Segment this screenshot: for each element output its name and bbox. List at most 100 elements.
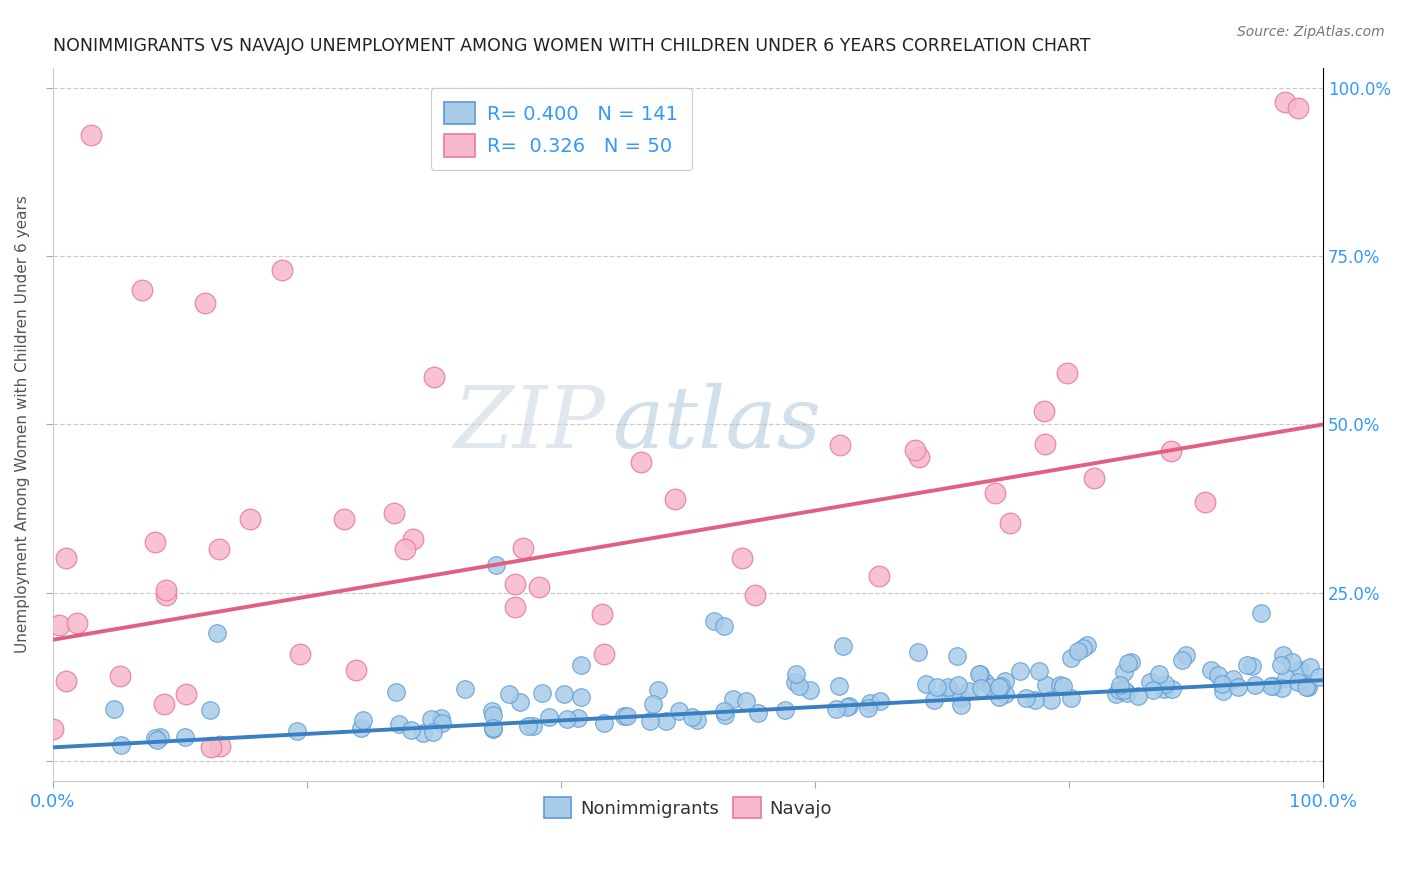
Point [384,685,406,699]
Point [1067,643,1090,657]
Point [399,723,422,738]
Point [730,551,752,566]
Point [1008,664,1031,678]
Point [1240,659,1263,673]
Point [1160,444,1182,458]
Point [993,673,1015,688]
Point [735,694,758,708]
Point [412,726,434,740]
Point [828,679,851,693]
Point [146,733,169,747]
Point [155,588,177,602]
Point [592,716,614,731]
Point [838,698,860,713]
Point [832,640,855,654]
Point [1035,678,1057,692]
Point [744,588,766,602]
Point [1263,679,1285,693]
Point [1298,660,1320,674]
Point [482,721,505,735]
Point [200,740,222,755]
Point [868,568,890,582]
Point [1116,686,1139,700]
Point [922,693,945,707]
Point [1128,689,1150,703]
Point [145,535,167,549]
Point [503,600,526,615]
Point [799,682,821,697]
Point [1060,690,1083,705]
Point [1199,664,1222,678]
Point [713,619,735,633]
Point [1271,681,1294,695]
Point [1153,682,1175,697]
Point [288,647,311,661]
Point [655,714,678,728]
Text: NONIMMIGRANTS VS NAVAJO UNEMPLOYMENT AMONG WOMEN WITH CHILDREN UNDER 6 YEARS COR: NONIMMIGRANTS VS NAVAJO UNEMPLOYMENT AMO… [53,37,1091,55]
Point [987,680,1010,694]
Point [1274,95,1296,109]
Point [205,626,228,640]
Point [1281,655,1303,669]
Point [1153,677,1175,691]
Point [555,712,578,726]
Point [1296,679,1319,693]
Point [553,687,575,701]
Point [858,700,880,714]
Point [998,516,1021,530]
Point [1139,674,1161,689]
Point [1076,638,1098,652]
Point [530,686,553,700]
Point [1286,101,1309,115]
Point [1288,663,1310,677]
Point [1028,664,1050,678]
Point [613,709,636,723]
Point [143,731,166,746]
Text: Source: ZipAtlas.com: Source: ZipAtlas.com [1237,25,1385,39]
Point [103,702,125,716]
Point [1212,684,1234,698]
Point [155,582,177,597]
Point [537,710,560,724]
Point [593,648,616,662]
Point [454,681,477,696]
Point [1222,672,1244,686]
Point [198,704,221,718]
Point [987,690,1010,705]
Point [239,512,262,526]
Point [42,722,65,736]
Point [429,711,451,725]
Point [907,645,929,659]
Point [640,714,662,729]
Point [869,693,891,707]
Point [1071,640,1094,655]
Point [352,713,374,727]
Point [430,715,453,730]
Point [66,616,89,631]
Point [721,691,744,706]
Point [785,667,807,681]
Point [80,128,103,143]
Point [946,678,969,692]
Point [983,486,1005,500]
Point [1308,670,1330,684]
Point [1243,678,1265,692]
Point [388,716,411,731]
Point [1108,683,1130,698]
Point [1174,648,1197,662]
Point [713,704,735,718]
Point [1033,437,1056,451]
Point [1060,650,1083,665]
Point [1083,471,1105,485]
Point [946,649,969,664]
Point [835,699,858,714]
Point [208,542,231,557]
Point [681,710,703,724]
Point [773,703,796,717]
Point [208,739,231,753]
Point [569,690,592,704]
Point [1286,675,1309,690]
Point [1208,668,1230,682]
Point [1260,679,1282,693]
Point [110,738,132,752]
